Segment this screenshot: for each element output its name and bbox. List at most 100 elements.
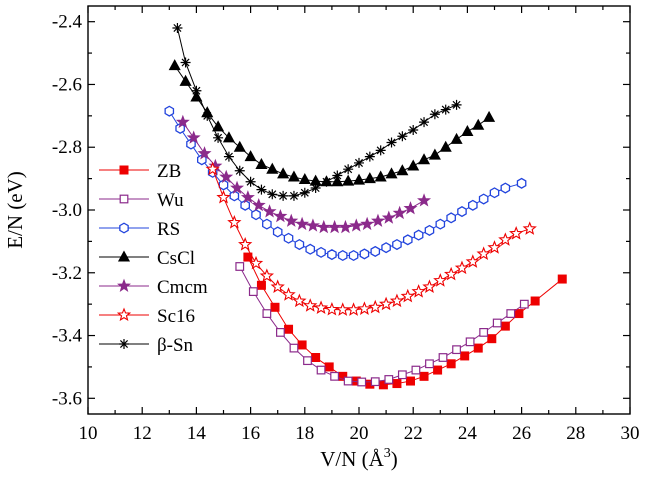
data-point-cmcm <box>273 208 288 223</box>
x-tick-label: 20 <box>350 423 369 444</box>
data-point-beta-sn <box>419 117 430 128</box>
data-point-beta-sn <box>354 157 364 168</box>
data-point-rs <box>516 177 527 189</box>
legend-label-cscl: CsCl <box>157 248 195 269</box>
legend-marker-cscl <box>117 250 131 262</box>
data-point-sc16 <box>281 287 296 301</box>
data-point-cscl <box>428 148 441 160</box>
data-point-rs <box>251 209 261 221</box>
legend-label-zb: ZB <box>157 161 181 182</box>
legend-label-rs: RS <box>157 219 180 240</box>
x-tick-label: 22 <box>404 423 423 444</box>
series-zb <box>243 252 567 390</box>
data-point-cscl <box>222 131 235 143</box>
data-point-sc16 <box>292 293 307 308</box>
data-point-sc16 <box>216 189 231 204</box>
legend-entry-beta-sn: β-Sn <box>99 335 194 356</box>
data-point-zb <box>256 280 266 290</box>
series-line-zb <box>247 256 563 386</box>
data-point-cmcm <box>417 193 432 207</box>
x-axis-title-main: V/N (Å <box>320 447 384 471</box>
data-point-sc16 <box>313 300 329 314</box>
data-point-rs <box>392 238 402 251</box>
data-point-zb <box>530 296 540 306</box>
legend-marker-sc16 <box>116 307 132 322</box>
data-point-rs <box>218 179 229 191</box>
legend-marker-cmcm <box>117 278 131 292</box>
series-sc16 <box>205 161 537 316</box>
data-point-wu <box>479 328 489 337</box>
data-point-beta-sn <box>451 99 462 110</box>
data-point-sc16 <box>443 266 459 281</box>
data-point-sc16 <box>227 215 242 229</box>
x-tick-label: 28 <box>566 423 585 444</box>
data-point-sc16 <box>433 273 448 287</box>
data-point-zb <box>419 371 429 381</box>
x-tick-label: 14 <box>187 423 207 444</box>
series-cscl <box>168 59 496 187</box>
data-point-wu <box>397 370 407 380</box>
data-point-rs <box>381 242 391 254</box>
data-point-rs <box>262 218 272 230</box>
series-line-wu <box>239 266 525 383</box>
data-point-sc16 <box>389 293 405 308</box>
data-point-cscl <box>277 167 290 179</box>
data-point-wu <box>303 356 312 366</box>
data-point-zb <box>446 359 456 369</box>
data-point-cscl <box>331 175 344 187</box>
legend: ZB Wu RS CsCl Cmcm Sc16 β-Sn <box>99 161 208 356</box>
data-point-cmcm <box>295 216 310 231</box>
data-point-rs <box>500 182 511 194</box>
data-point-zb <box>270 302 280 312</box>
data-point-zb <box>460 351 470 361</box>
data-point-sc16 <box>411 284 426 298</box>
x-tick-label: 10 <box>79 423 98 444</box>
data-point-rs <box>446 212 456 224</box>
data-point-wu <box>276 328 285 337</box>
data-point-zb <box>473 343 483 353</box>
data-point-wu <box>357 377 367 387</box>
data-point-wu <box>248 287 258 296</box>
x-axis-title: V/N (Å3) <box>320 446 398 471</box>
data-point-sc16 <box>422 279 437 293</box>
data-point-sc16 <box>454 260 470 275</box>
data-point-cmcm <box>360 216 375 231</box>
data-point-sc16 <box>465 254 480 268</box>
data-point-sc16 <box>357 301 372 315</box>
data-point-zb <box>392 379 402 389</box>
data-point-wu <box>289 343 299 353</box>
data-point-beta-sn <box>408 124 419 135</box>
data-point-rs <box>327 249 337 261</box>
data-point-sc16 <box>248 255 264 270</box>
data-point-cscl <box>374 170 387 182</box>
data-point-beta-sn <box>429 109 440 120</box>
data-point-beta-sn <box>278 190 289 201</box>
data-point-cscl <box>179 74 192 86</box>
y-tick-label: -3.0 <box>52 200 82 221</box>
data-point-sc16 <box>324 301 340 316</box>
legend-marker-wu <box>119 194 129 204</box>
data-point-sc16 <box>259 268 275 282</box>
data-point-cscl <box>342 174 355 186</box>
data-point-rs <box>359 248 370 260</box>
data-point-sc16 <box>270 279 285 293</box>
data-point-wu <box>506 309 516 318</box>
data-point-zb <box>324 362 334 372</box>
data-point-beta-sn <box>234 165 245 176</box>
legend-label-cmcm: Cmcm <box>157 277 208 298</box>
series-line-cscl <box>174 65 490 183</box>
series-layer <box>164 22 567 390</box>
data-point-sc16 <box>400 288 415 303</box>
data-point-sc16 <box>522 221 537 235</box>
data-point-beta-sn <box>332 170 343 181</box>
data-point-rs <box>240 199 250 211</box>
data-point-wu <box>316 365 326 375</box>
data-point-sc16 <box>509 226 524 240</box>
data-point-beta-sn <box>256 184 267 195</box>
data-point-rs <box>457 206 467 218</box>
data-point-cmcm <box>392 205 407 220</box>
data-point-beta-sn <box>310 183 321 194</box>
data-point-beta-sn <box>202 110 213 121</box>
data-point-cscl <box>407 159 420 171</box>
x-tick-label: 18 <box>295 423 314 444</box>
